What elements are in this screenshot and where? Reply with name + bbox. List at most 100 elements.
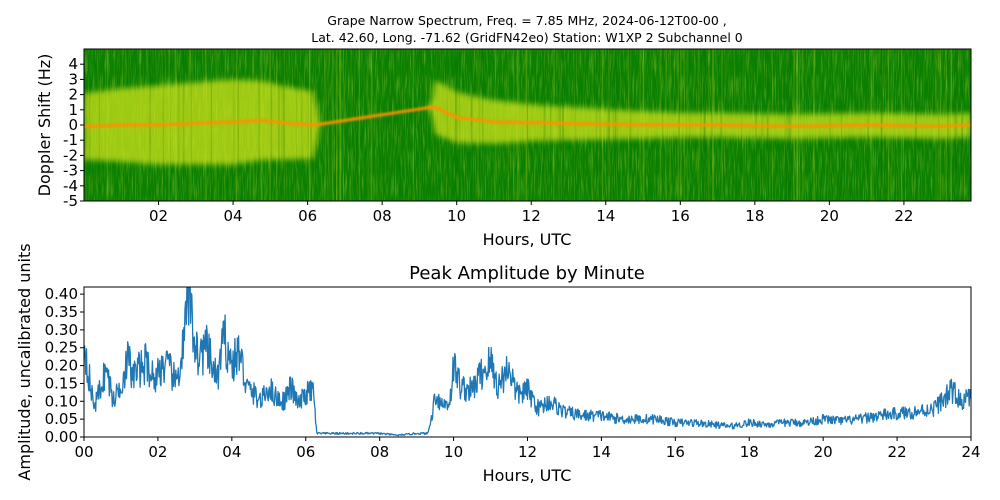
spectrogram-stripe (370, 49, 373, 201)
x-tick-label: 02 (149, 207, 168, 225)
spectrogram-stripe (336, 49, 338, 201)
x-tick-label: 04 (224, 207, 243, 225)
spectrogram-stripe (232, 49, 235, 201)
spectrogram-stripe (276, 49, 278, 201)
spectrogram-stripe (249, 49, 251, 201)
spectrogram-title-line2: Lat. 42.60, Long. -71.62 (GridFN42eo) St… (311, 30, 743, 45)
y-tick-label: 1 (68, 101, 78, 119)
x-tick-label: 08 (373, 207, 392, 225)
x-tick-label: 00 (74, 443, 93, 461)
y-tick-label: 3 (68, 70, 78, 88)
spectrogram-stripe (338, 49, 341, 201)
y-tick-label: 0.20 (45, 357, 78, 375)
spectrogram-stripe (204, 49, 207, 201)
spectrogram-stripe (543, 49, 546, 201)
y-tick-label: 0.00 (45, 428, 78, 446)
spectrogram-panel: Grape Narrow Spectrum, Freq. = 7.85 MHz,… (35, 13, 972, 249)
spectrogram-stripe (459, 49, 461, 201)
spectrogram-stripe (388, 49, 390, 201)
spectrogram-stripe (558, 49, 561, 201)
spectrogram-y-label: Doppler Shift (Hz) (35, 54, 54, 197)
x-tick-label: 24 (961, 443, 980, 461)
spectrogram-stripe (252, 49, 255, 201)
spectrogram-stripe (455, 49, 458, 201)
spectrogram-stripe (389, 49, 392, 201)
y-tick-label: 0.05 (45, 410, 78, 428)
spectrogram-stripe (343, 49, 345, 201)
spectrogram-stripe (281, 49, 283, 201)
x-tick-label: 06 (296, 443, 315, 461)
y-tick-label: 0.10 (45, 392, 78, 410)
spectrogram-title-line1: Grape Narrow Spectrum, Freq. = 7.85 MHz,… (327, 13, 726, 28)
y-tick-label: 0.30 (45, 321, 78, 339)
spectrogram-stripe (494, 49, 497, 201)
x-tick-label: 16 (666, 443, 685, 461)
amplitude-x-ticks: 00 02 04 06 08 10 12 14 16 18 20 22 24 (74, 437, 981, 461)
x-tick-label: 08 (370, 443, 389, 461)
spectrogram-stripe (215, 49, 217, 201)
x-tick-label: 20 (814, 443, 833, 461)
spectrogram-stripe (518, 49, 520, 201)
spectrogram-stripe (224, 49, 226, 201)
y-tick-label: 0.25 (45, 339, 78, 357)
y-tick-label: -3 (63, 162, 78, 180)
spectrogram-stripe (562, 49, 564, 201)
spectrogram-stripe (331, 49, 334, 201)
spectrogram-stripe (283, 49, 286, 201)
x-tick-label: 16 (671, 207, 690, 225)
spectrogram-stripe (339, 49, 340, 201)
x-tick-label: 18 (745, 207, 764, 225)
amplitude-y-label: Amplitude, uncalibrated units (15, 243, 34, 480)
amplitude-series-line (84, 287, 971, 437)
y-tick-label: 0 (68, 116, 78, 134)
spectrogram-stripe (477, 49, 479, 201)
spectrogram-stripe (550, 49, 552, 201)
spectrogram-stripe (283, 49, 285, 201)
spectrogram-stripe (421, 49, 423, 201)
y-tick-label: 0.40 (45, 285, 78, 303)
x-tick-label: 04 (222, 443, 241, 461)
x-tick-label: 02 (148, 443, 167, 461)
spectrogram-stripe (236, 49, 238, 201)
spectrogram-stripe (358, 49, 360, 201)
x-tick-label: 14 (596, 207, 615, 225)
x-tick-label: 22 (894, 207, 913, 225)
spectrogram-stripe (339, 49, 342, 201)
spectrogram-stripe (367, 49, 369, 201)
y-tick-label: 0.15 (45, 374, 78, 392)
y-tick-label: -4 (63, 177, 78, 195)
spectrogram-stripe (277, 49, 280, 201)
x-tick-label: 12 (518, 443, 537, 461)
spectrogram-stripe (507, 49, 509, 201)
y-tick-label: -1 (63, 131, 78, 149)
amplitude-y-ticks: 0.000.050.100.150.200.250.300.350.40 (45, 285, 84, 446)
spectrogram-stripe (210, 49, 212, 201)
x-tick-label: 20 (820, 207, 839, 225)
spectrogram-stripe (265, 49, 267, 201)
spectrogram-stripe (482, 49, 484, 201)
spectrogram-stripe (527, 49, 528, 201)
spectrogram-stripe (328, 49, 329, 201)
spectrogram-x-label: Hours, UTC (483, 230, 572, 249)
amplitude-x-label: Hours, UTC (483, 466, 572, 485)
spectrogram-stripe (270, 49, 273, 201)
spectrogram-stripe (470, 49, 473, 201)
y-tick-label: -2 (63, 146, 78, 164)
x-tick-label: 10 (444, 443, 463, 461)
spectrogram-stripe (325, 49, 328, 201)
spectrogram-stripe (513, 49, 515, 201)
x-tick-label: 22 (888, 443, 907, 461)
spectrogram-stripe (526, 49, 528, 201)
x-tick-label: 06 (298, 207, 317, 225)
x-tick-label: 14 (592, 443, 611, 461)
spectrogram-stripe (355, 49, 358, 201)
spectrogram-stripe (559, 49, 561, 201)
x-tick-label: 10 (447, 207, 466, 225)
amplitude-frame (83, 286, 972, 438)
spectrogram-stripe (269, 49, 272, 201)
spectrogram-stripe (478, 49, 481, 201)
doppler-trace (84, 105, 971, 129)
spectrogram-stripe (516, 49, 518, 201)
y-tick-label: 0.35 (45, 303, 78, 321)
